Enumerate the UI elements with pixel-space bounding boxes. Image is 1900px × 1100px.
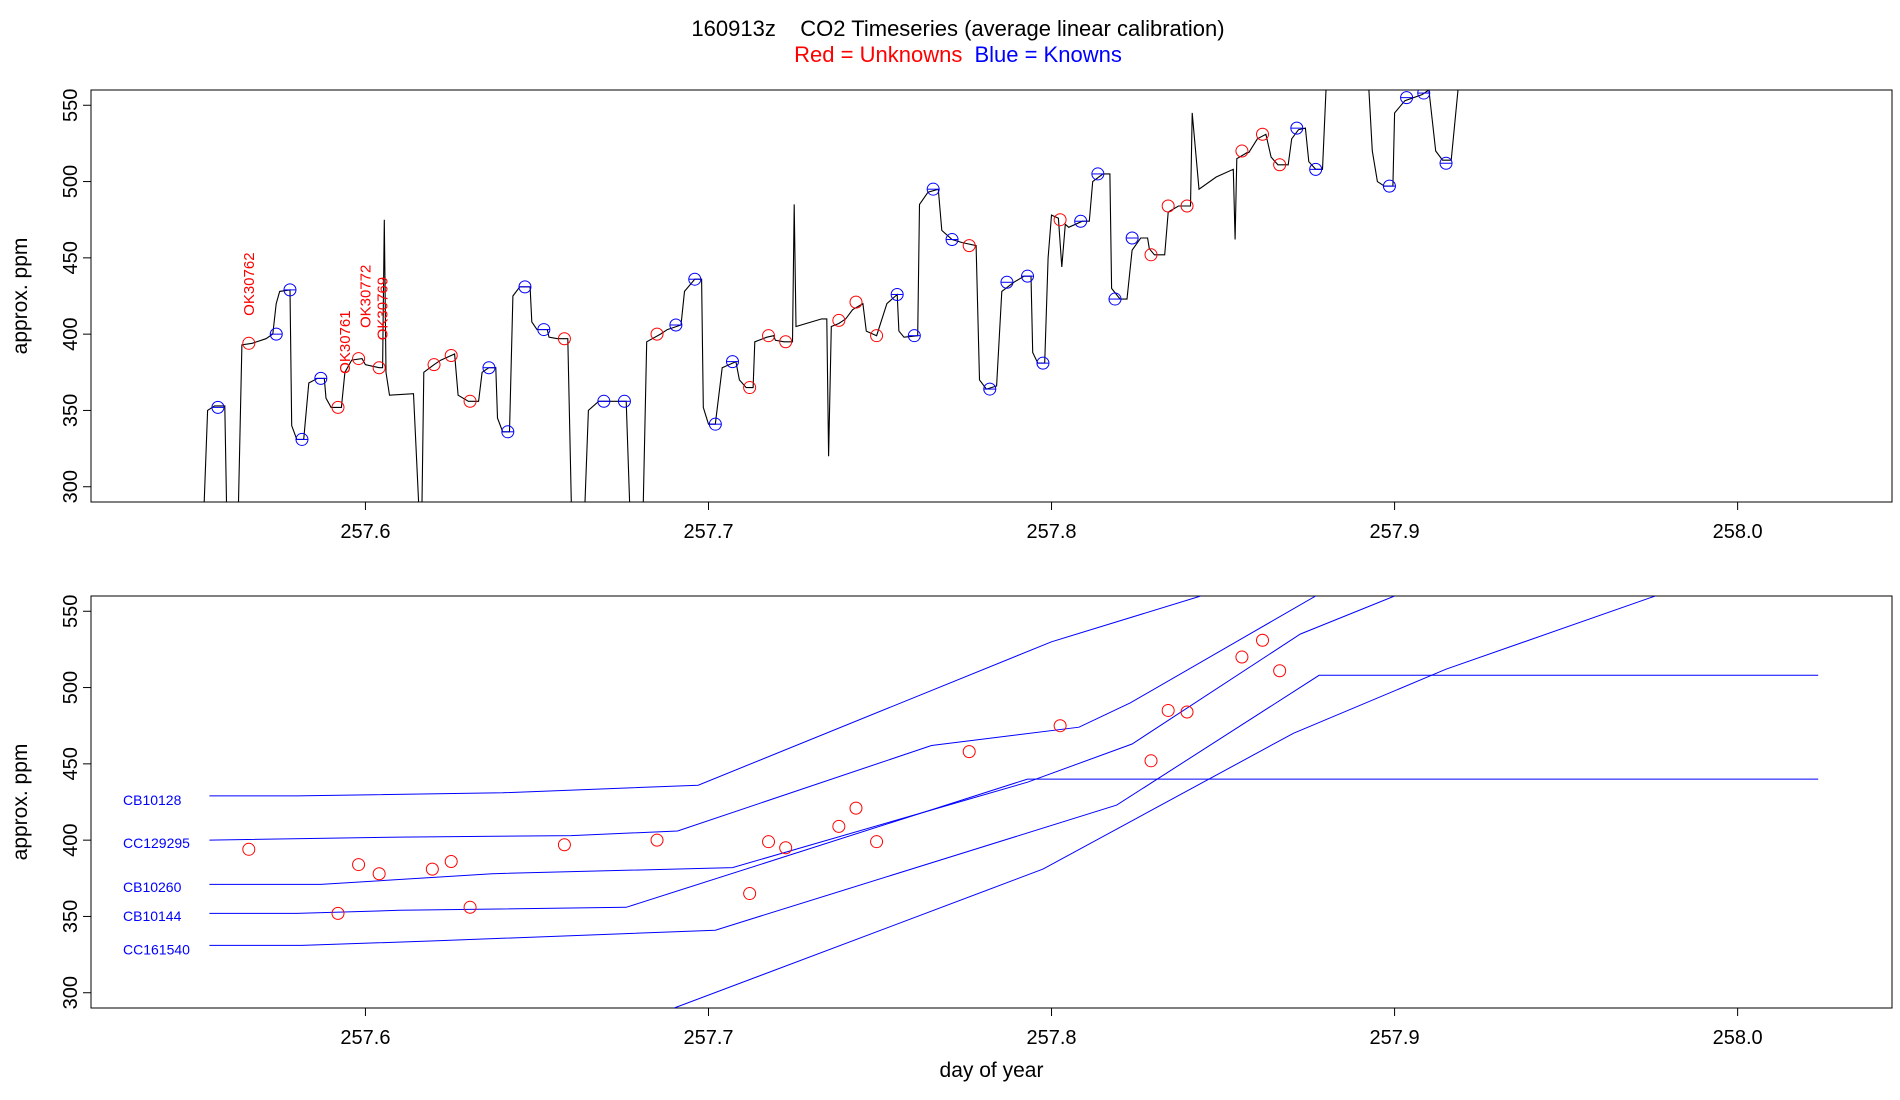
- unknown-point: [779, 841, 793, 855]
- legend-unknowns-text: Red = Unknowns: [794, 42, 962, 67]
- unknown-point: [1235, 144, 1249, 158]
- y-tick-label: 450: [60, 241, 82, 274]
- unknown-point: [557, 838, 571, 852]
- unknown-point: [1144, 754, 1158, 768]
- figure-title: 160913z CO2 Timeseries (average linear c…: [691, 16, 1224, 41]
- unknown-point: [1273, 664, 1287, 678]
- unknown-point: [1235, 650, 1249, 664]
- unknown-point: [1180, 705, 1194, 719]
- figure-subtitle: Red = Unknowns Blue = Knowns: [794, 42, 1122, 67]
- x-tick-label: 257.7: [683, 1027, 733, 1049]
- y-tick-label: 300: [60, 976, 82, 1009]
- y-tick-label: 300: [60, 470, 82, 503]
- x-tick-label: 257.9: [1370, 1027, 1420, 1049]
- unknown-point: [352, 352, 366, 366]
- x-tick-label: 258.0: [1713, 1027, 1763, 1049]
- unknown-point: [444, 855, 458, 869]
- unknown-point: [1161, 703, 1175, 717]
- unknown-point: [463, 900, 477, 914]
- unknown-point: [372, 867, 386, 881]
- unknown-point: [743, 381, 757, 395]
- plot-area: [209, 596, 1819, 1008]
- calibration-label-cc161540: CC161540: [123, 942, 190, 958]
- unknown-point: [557, 332, 571, 346]
- timeseries-panel: 300 350 400 450 500 550 257.6 257.7 257.8 257.9 25…: [9, 89, 1893, 543]
- unknown-point: [242, 842, 256, 856]
- unknown-point: [331, 906, 345, 920]
- plot-area: [203, 90, 1459, 502]
- unknown-point: [962, 745, 976, 759]
- calibration-line-cc129295: [209, 596, 1316, 841]
- calibration-line-cb10260: [209, 596, 1395, 885]
- unknown-point: [1273, 158, 1287, 172]
- x-tick-label: 257.7: [683, 521, 733, 543]
- unknown-point: [870, 329, 884, 343]
- unknown-point: [427, 358, 441, 372]
- plot-frame: [90, 595, 1893, 1009]
- unknown-point: [1144, 248, 1158, 262]
- x-tick-label: 258.0: [1713, 521, 1763, 543]
- calibration-label-cc129295: CC129295: [123, 835, 190, 851]
- unknown-point: [743, 887, 757, 901]
- calibration-line-cc161540: [209, 674, 1819, 946]
- y-tick-label: 500: [60, 671, 82, 704]
- unknown-point: [762, 835, 776, 849]
- sample-annotation-ok30772: OK30772: [358, 265, 375, 328]
- x-tick-label: 257.9: [1370, 521, 1420, 543]
- unknown-point: [463, 394, 477, 408]
- x-tick-label: 257.6: [340, 521, 390, 543]
- sample-annotation-ok30761: OK30761: [337, 310, 354, 373]
- legend-knowns-text: Blue = Knowns: [974, 42, 1121, 67]
- unknown-point: [1161, 199, 1175, 213]
- x-tick-label: 257.6: [340, 1027, 390, 1049]
- unknown-point: [832, 313, 846, 327]
- y-tick-label: 550: [60, 89, 82, 122]
- unknown-point: [962, 239, 976, 253]
- x-axis-title: day of year: [940, 1059, 1044, 1082]
- unknown-point: [650, 833, 664, 847]
- unknown-point: [242, 336, 256, 350]
- unknown-point: [650, 327, 664, 341]
- y-tick-label: 450: [60, 747, 82, 780]
- calibration-label-cb10144: CB10144: [123, 908, 182, 924]
- unknown-point: [425, 862, 439, 876]
- unknown-point: [1180, 199, 1194, 213]
- co2-trace-line: [203, 90, 1459, 502]
- unknown-point: [331, 400, 345, 414]
- unknown-point: [849, 801, 863, 815]
- unknown-point: [1053, 719, 1067, 733]
- unknown-point: [779, 335, 793, 349]
- x-tick-label: 257.8: [1027, 521, 1077, 543]
- unknown-point: [372, 361, 386, 375]
- calibration-label-cb10260: CB10260: [123, 879, 182, 895]
- y-tick-label: 400: [60, 317, 82, 350]
- y-axis-title: approx. ppm: [9, 238, 32, 355]
- sample-annotation-ok30769: OK30769: [375, 277, 392, 340]
- unknown-point: [1256, 127, 1270, 141]
- unknown-point: [444, 349, 458, 363]
- plot-frame: [90, 89, 1893, 503]
- unknown-point: [849, 295, 863, 309]
- x-tick-label: 257.8: [1027, 1027, 1077, 1049]
- unknown-point: [870, 835, 884, 849]
- y-tick-label: 400: [60, 823, 82, 856]
- sample-annotation-ok30762: OK30762: [241, 252, 258, 315]
- y-tick-label: 350: [60, 394, 82, 427]
- calibration-line-cb10144: [209, 778, 1819, 914]
- unknown-point: [1256, 633, 1270, 647]
- y-tick-label: 500: [60, 165, 82, 198]
- unknown-point: [1053, 213, 1067, 227]
- unknown-point: [762, 329, 776, 343]
- calibration-line: [674, 596, 1656, 1008]
- y-axis-title: approx. ppm: [9, 744, 32, 861]
- y-tick-label: 550: [60, 595, 82, 628]
- calibration-panel: 300 350 400 450 500 550 257.6 257.7 257.8 257.9 25…: [9, 595, 1893, 1082]
- y-tick-label: 350: [60, 900, 82, 933]
- calibration-label-cb10128: CB10128: [123, 792, 182, 808]
- unknown-point: [352, 858, 366, 872]
- unknown-point: [832, 819, 846, 833]
- calibration-line-cb10128: [209, 596, 1201, 797]
